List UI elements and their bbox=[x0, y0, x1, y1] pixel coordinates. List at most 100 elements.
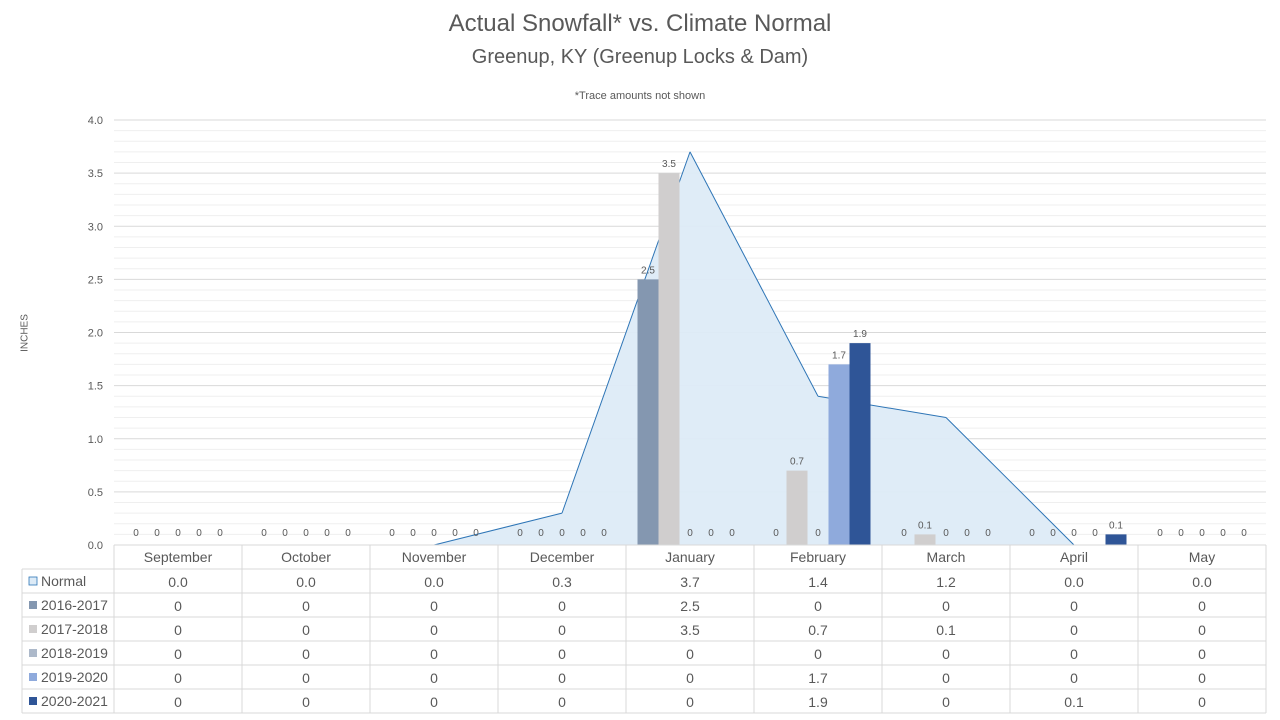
category-label: February bbox=[790, 549, 846, 565]
table-cell: 1.2 bbox=[936, 574, 956, 590]
table-cell: 0 bbox=[174, 670, 182, 686]
table-cell: 0 bbox=[942, 670, 950, 686]
table-cell: 1.9 bbox=[808, 694, 828, 710]
data-label: 0 bbox=[985, 528, 991, 539]
data-label: 0 bbox=[324, 528, 330, 539]
table-cell: 0 bbox=[942, 646, 950, 662]
table-cell: 0.1 bbox=[1064, 694, 1084, 710]
bar bbox=[637, 279, 659, 545]
data-label: 2.5 bbox=[641, 265, 655, 276]
table-cell: 0 bbox=[942, 694, 950, 710]
legend-label: 2019-2020 bbox=[41, 669, 108, 685]
bar bbox=[658, 173, 680, 545]
table-cell: 1.7 bbox=[808, 670, 828, 686]
table-cell: 0 bbox=[814, 646, 822, 662]
legend-key bbox=[29, 673, 37, 681]
data-label: 0 bbox=[217, 528, 223, 539]
legend-key bbox=[28, 576, 38, 586]
legend-label: 2017-2018 bbox=[41, 621, 108, 637]
data-label: 0 bbox=[133, 528, 139, 539]
table-cell: 0 bbox=[174, 598, 182, 614]
data-label: 0 bbox=[452, 528, 458, 539]
data-label: 0 bbox=[1071, 528, 1077, 539]
legend-key bbox=[29, 697, 37, 705]
data-label: 0 bbox=[964, 528, 970, 539]
y-tick-label: 3.0 bbox=[88, 221, 103, 233]
category-label: December bbox=[530, 549, 595, 565]
data-label: 0 bbox=[1050, 528, 1056, 539]
legend-label: 2020-2021 bbox=[41, 693, 108, 709]
table-cell: 0 bbox=[1070, 622, 1078, 638]
data-label: 0.1 bbox=[918, 520, 932, 531]
y-tick-label: 4.0 bbox=[88, 115, 103, 127]
bar bbox=[914, 534, 936, 545]
table-cell: 0 bbox=[686, 670, 694, 686]
data-label: 0 bbox=[1241, 528, 1247, 539]
data-label: 0 bbox=[601, 528, 607, 539]
data-label: 0 bbox=[559, 528, 565, 539]
data-label: 0 bbox=[431, 528, 437, 539]
data-label: 0 bbox=[389, 528, 395, 539]
y-tick-label: 2.0 bbox=[88, 328, 103, 340]
table-cell: 0 bbox=[1198, 694, 1206, 710]
normal-line bbox=[433, 151, 1075, 546]
data-label: 0 bbox=[729, 528, 735, 539]
category-label: April bbox=[1060, 549, 1088, 565]
table-cell: 0.0 bbox=[424, 574, 444, 590]
y-tick-label: 2.5 bbox=[88, 274, 103, 286]
normal-area bbox=[178, 151, 1202, 545]
table-cell: 0 bbox=[1198, 670, 1206, 686]
table-cell: 0 bbox=[302, 694, 310, 710]
data-label: 0 bbox=[473, 528, 479, 539]
table-cell: 0.7 bbox=[808, 622, 828, 638]
data-label: 0 bbox=[1178, 528, 1184, 539]
table-cell: 0 bbox=[558, 646, 566, 662]
data-label: 0 bbox=[901, 528, 907, 539]
table-cell: 0 bbox=[686, 694, 694, 710]
bar bbox=[786, 470, 808, 545]
data-label: 1.7 bbox=[832, 350, 846, 361]
table-cell: 0 bbox=[430, 598, 438, 614]
data-label: 0 bbox=[773, 528, 779, 539]
data-label: 0 bbox=[538, 528, 544, 539]
table-cell: 0 bbox=[430, 646, 438, 662]
table-cell: 0 bbox=[558, 694, 566, 710]
table-cell: 0 bbox=[942, 598, 950, 614]
data-label: 0 bbox=[708, 528, 714, 539]
data-label: 0 bbox=[517, 528, 523, 539]
legend-label: 2016-2017 bbox=[41, 597, 108, 613]
bar bbox=[849, 343, 871, 545]
legend-key bbox=[29, 625, 37, 633]
table-cell: 0 bbox=[558, 598, 566, 614]
table-cell: 0 bbox=[1198, 646, 1206, 662]
data-label: 0 bbox=[1092, 528, 1098, 539]
data-label: 0 bbox=[1029, 528, 1035, 539]
table-cell: 1.4 bbox=[808, 574, 828, 590]
data-label: 0 bbox=[815, 528, 821, 539]
data-label: 0 bbox=[1157, 528, 1163, 539]
table-cell: 0.3 bbox=[552, 574, 572, 590]
table-cell: 0 bbox=[686, 646, 694, 662]
bar bbox=[1105, 534, 1127, 545]
data-label: 0 bbox=[345, 528, 351, 539]
table-cell: 0 bbox=[1070, 670, 1078, 686]
data-label: 3.5 bbox=[662, 159, 676, 170]
table-cell: 0 bbox=[558, 622, 566, 638]
chart-note: *Trace amounts not shown bbox=[574, 90, 706, 102]
table-cell: 0.0 bbox=[296, 574, 316, 590]
table-cell: 3.7 bbox=[680, 574, 700, 590]
legend-label: Normal bbox=[41, 573, 86, 589]
data-label: 0.1 bbox=[1109, 520, 1123, 531]
legend-key bbox=[29, 601, 37, 609]
table-cell: 0 bbox=[1070, 646, 1078, 662]
data-label: 0 bbox=[1220, 528, 1226, 539]
table-cell: 2.5 bbox=[680, 598, 700, 614]
table-cell: 0 bbox=[558, 670, 566, 686]
table-cell: 0 bbox=[430, 670, 438, 686]
table-cell: 0.1 bbox=[936, 622, 956, 638]
legend-label: 2018-2019 bbox=[41, 645, 108, 661]
data-label: 0 bbox=[175, 528, 181, 539]
category-label: November bbox=[402, 549, 467, 565]
data-label: 0 bbox=[261, 528, 267, 539]
